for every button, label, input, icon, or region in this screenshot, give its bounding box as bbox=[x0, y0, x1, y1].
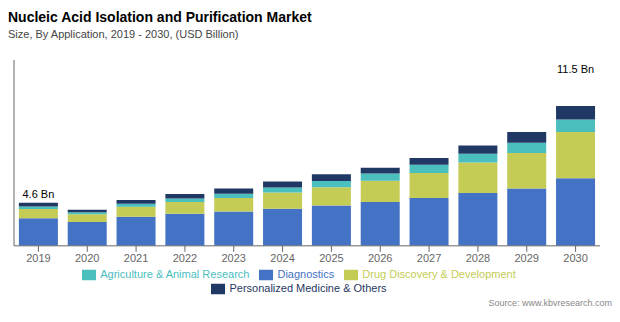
html-text:Nucleic Acid Isolation and Pur: Nucleic Acid Isolation and Purification … bbox=[8, 9, 312, 25]
svg-text:2019: 2019 bbox=[26, 252, 50, 264]
svg-text:2022: 2022 bbox=[173, 252, 197, 264]
svg-text:2023: 2023 bbox=[222, 252, 246, 264]
html-text:Source: www.kbvresearch.com: Source: www.kbvresearch.com bbox=[488, 298, 612, 308]
svg-text:2028: 2028 bbox=[466, 252, 490, 264]
html-text:Personalized Medicine & Others: Personalized Medicine & Others bbox=[229, 281, 387, 294]
svg-text:2020: 2020 bbox=[75, 252, 99, 264]
svg-text:2024: 2024 bbox=[270, 252, 294, 264]
svg-text:2029: 2029 bbox=[515, 252, 539, 264]
svg-text:2030: 2030 bbox=[563, 252, 587, 264]
html-text:Agriculture & Animal Research: Agriculture & Animal Research bbox=[100, 267, 250, 280]
svg-text:2026: 2026 bbox=[368, 252, 392, 264]
html-text:Size, By Application, 2019 - 2: Size, By Application, 2019 - 2030, (USD … bbox=[8, 28, 239, 40]
svg-text:2021: 2021 bbox=[124, 252, 148, 264]
html-text:Drug Discovery & Development: Drug Discovery & Development bbox=[362, 267, 516, 280]
svg-text:2025: 2025 bbox=[319, 252, 343, 264]
html-text:Diagnostics: Diagnostics bbox=[277, 267, 335, 280]
svg-text:2027: 2027 bbox=[417, 252, 441, 264]
svg-text:11.5 Bn: 11.5 Bn bbox=[557, 63, 594, 75]
svg-text:4.6 Bn: 4.6 Bn bbox=[22, 188, 54, 200]
